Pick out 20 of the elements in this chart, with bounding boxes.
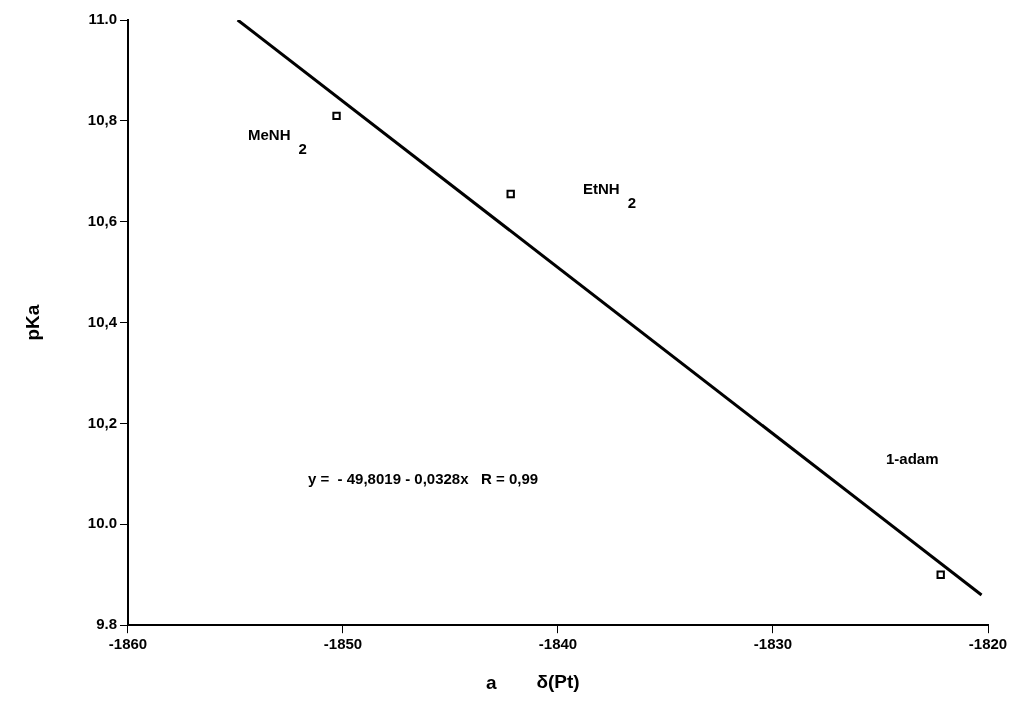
point (936, 570, 945, 579)
y-tick-label: 10,4 (87, 312, 118, 330)
y-tick-label: 10,2 (87, 413, 117, 431)
y-axis-title: pKa (21, 304, 43, 341)
x-tick-label: -1860 (108, 635, 148, 653)
y-tick-label: 10,6 (87, 211, 117, 229)
x-tick-label: -1850 (323, 635, 363, 653)
text: a (486, 672, 497, 693)
y-tick-label: 9.8 (96, 615, 117, 633)
annotation: y = - 49,8019 - 0,0328x R = 0,99 (308, 470, 539, 488)
point (332, 111, 341, 121)
x-tick-label: -1820 (968, 635, 1008, 653)
x-tick-label: -1840 (538, 635, 578, 653)
y-tick-label: 10.0 (87, 514, 117, 532)
y-tick-label: 11.0 (88, 10, 117, 28)
x-axis-title: δ(Pt) (536, 670, 580, 692)
x-tick-label: -1830 (753, 635, 793, 653)
point (506, 189, 515, 199)
annotation: 1-adam (886, 450, 939, 468)
y-tick-label: 10,8 (87, 111, 117, 129)
